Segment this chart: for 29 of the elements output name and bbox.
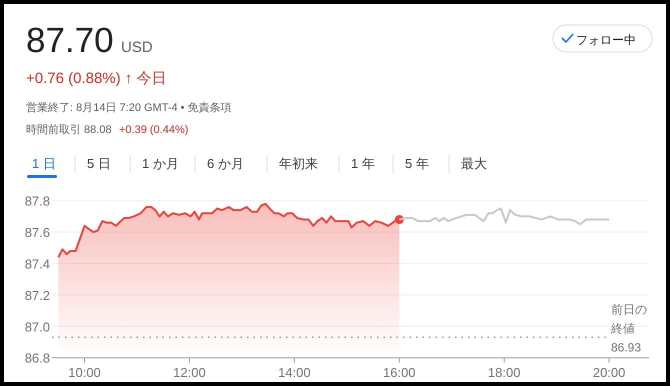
x-tick-label: 14:00 — [278, 365, 311, 380]
text: 営業終了: 8月14日 7:20 GMT-4 • 免責条項 — [26, 101, 232, 114]
ref-line-label: 前日の終値 — [610, 302, 647, 336]
text: +0.39 (0.44%) — [119, 124, 188, 136]
chart-subtitle: +0.76 (0.88%) ↑ 今日 — [26, 70, 166, 87]
y-tick-label: 87.0 — [24, 319, 50, 334]
text: 1 か月 — [142, 156, 179, 171]
text: 1 日 — [32, 156, 56, 171]
text: 最大 — [461, 156, 487, 171]
chart-title: 87.70 — [26, 21, 114, 60]
text: USD — [121, 39, 153, 56]
x-tick-label: 10:00 — [68, 365, 101, 380]
y-tick-label: 87.8 — [24, 194, 50, 209]
text: 5 日 — [87, 156, 111, 171]
x-tick-label: 20:00 — [592, 365, 626, 380]
y-tick-label: 87.6 — [24, 225, 50, 240]
x-tick-label: 18:00 — [488, 365, 520, 380]
x-tick-label: 12:00 — [173, 365, 206, 380]
annotation: 86.93 — [611, 340, 642, 354]
x-tick-label: 16:00 — [383, 365, 416, 380]
text: 時間前取引 88.08 — [26, 123, 112, 136]
text: 1 年 — [351, 156, 375, 171]
y-tick-label: 87.4 — [24, 256, 50, 272]
text: 6 か月 — [207, 156, 244, 171]
text: 5 年 — [405, 156, 429, 171]
text: フォロー中 — [576, 33, 636, 47]
y-tick-label: 87.2 — [24, 288, 50, 303]
text: 年初来 — [279, 156, 318, 171]
y-tick-label: 86.8 — [24, 350, 50, 366]
